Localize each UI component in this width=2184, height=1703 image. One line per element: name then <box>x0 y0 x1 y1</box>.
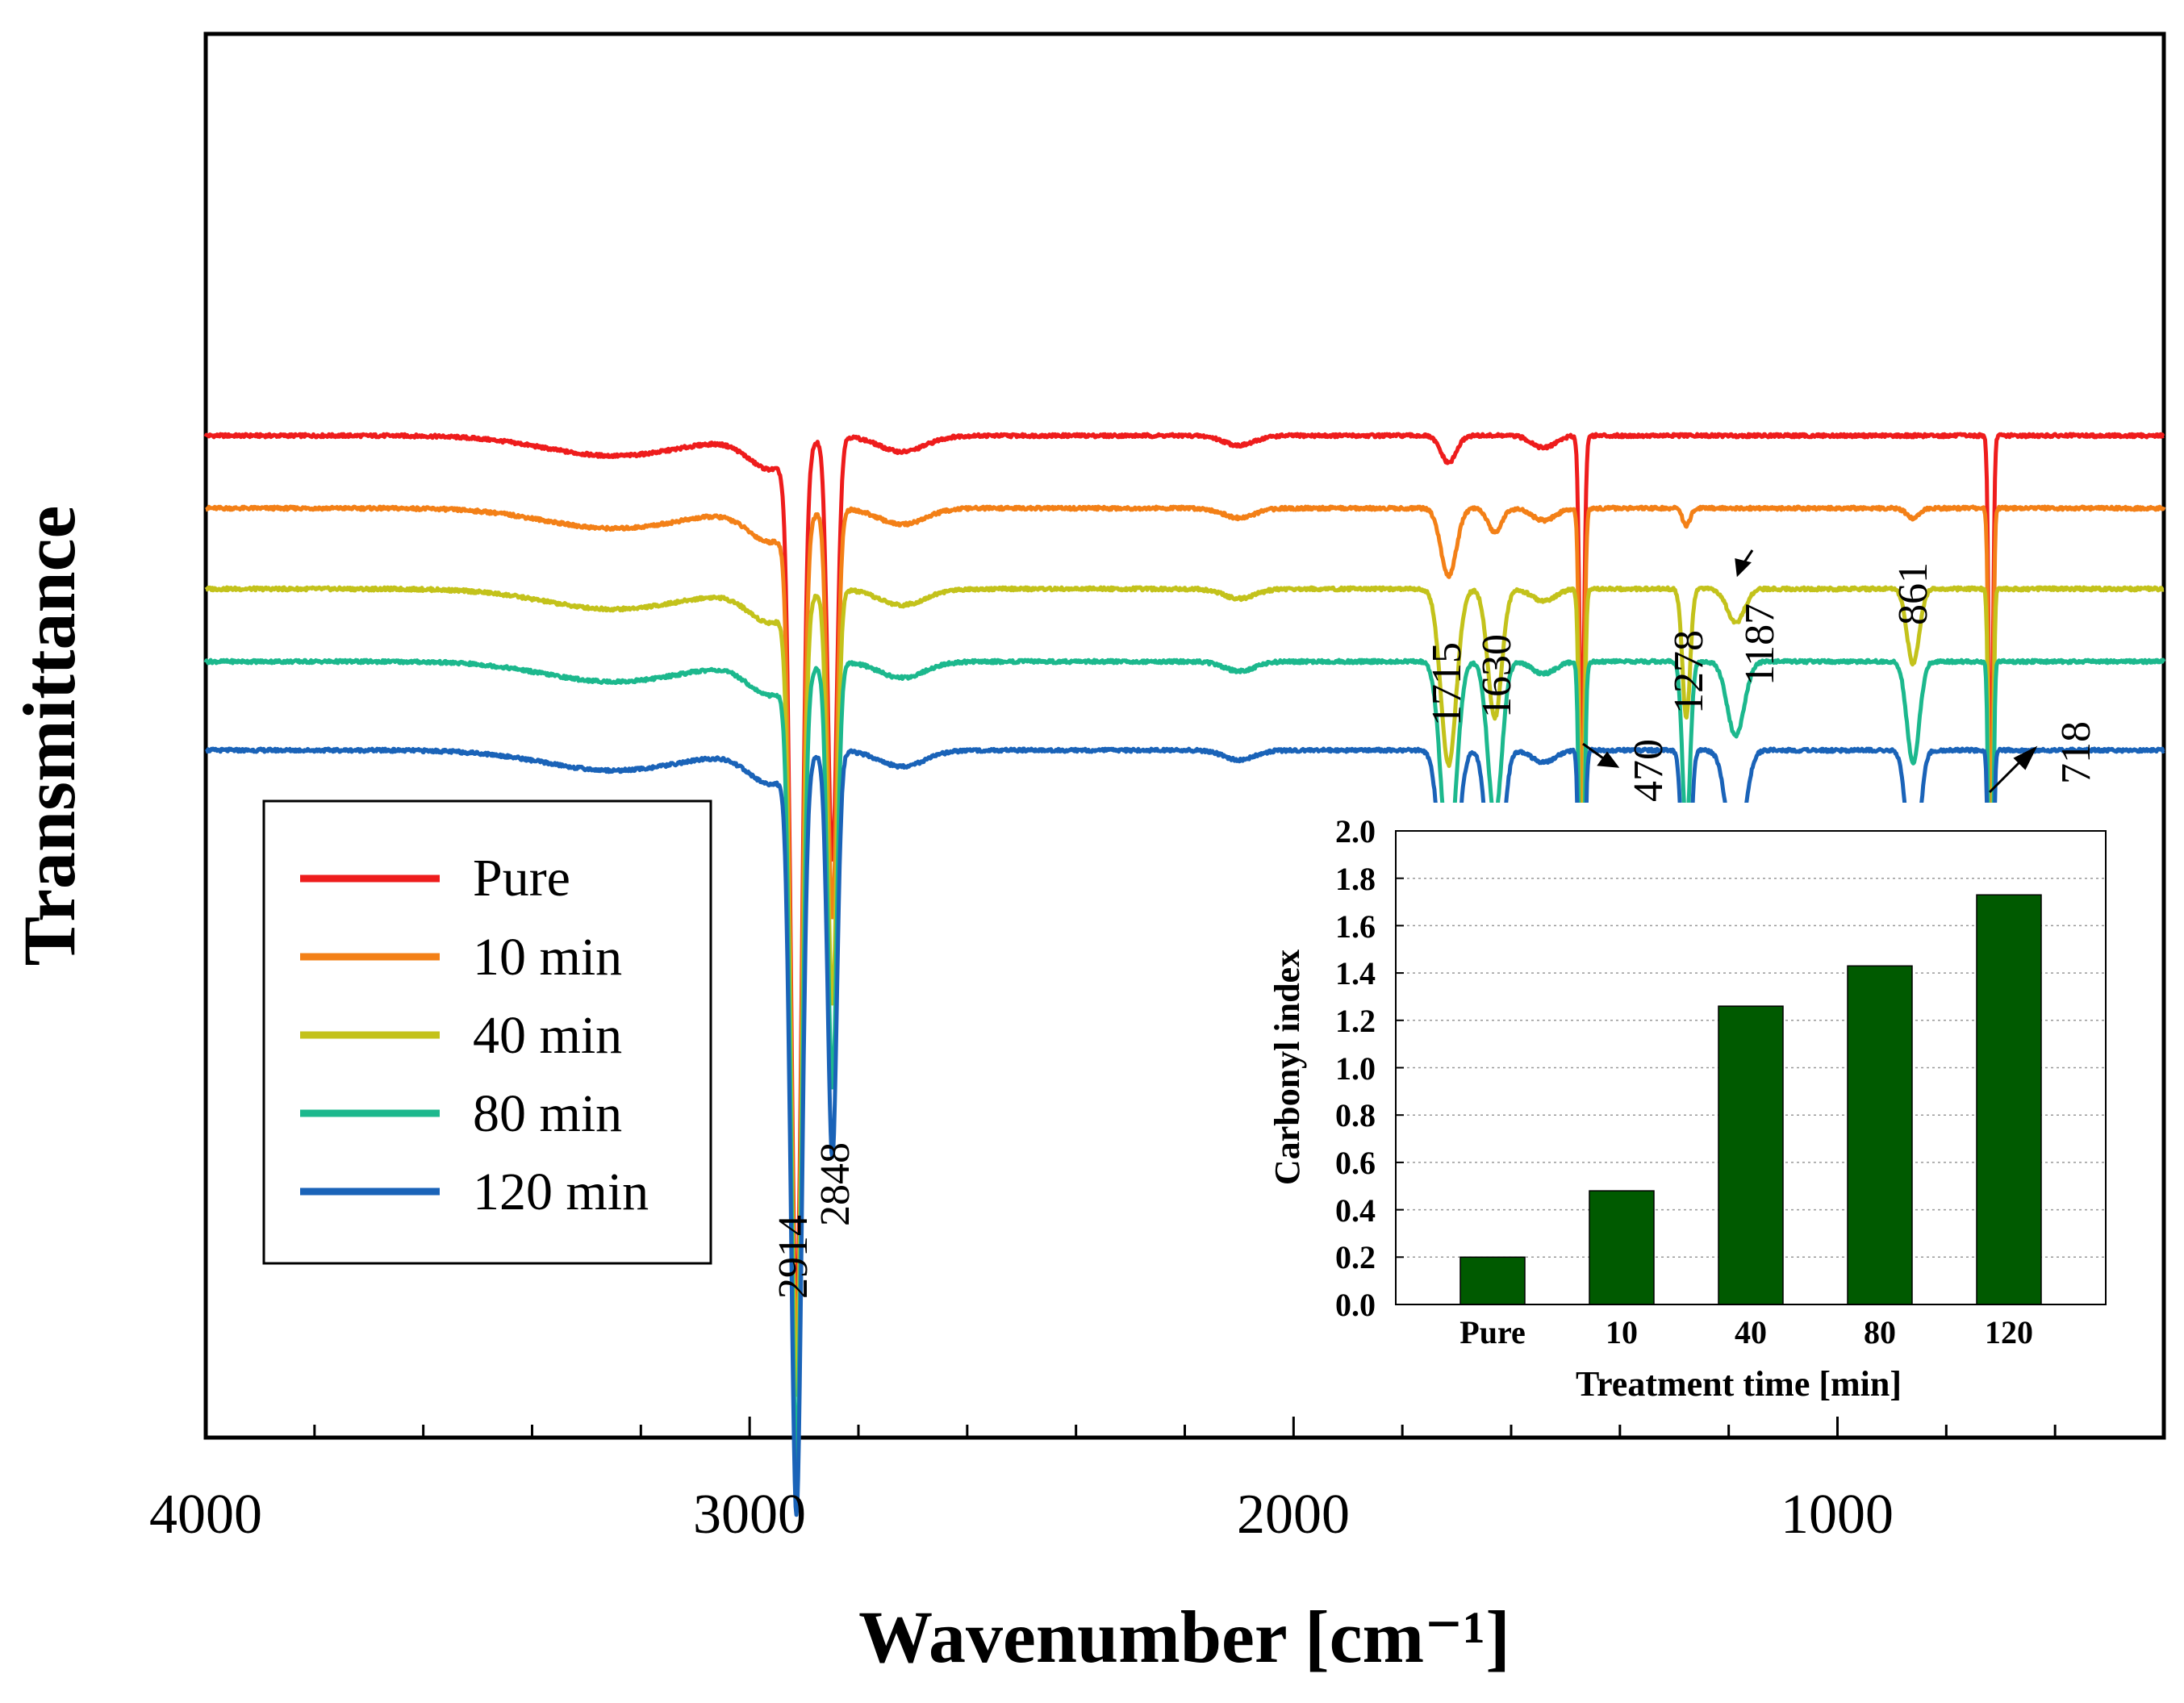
series-line-10min <box>204 504 2166 1359</box>
inset-y-ticks <box>1396 830 1404 1305</box>
inset-x-tick-120: 120 <box>1985 1314 2033 1350</box>
peak-label-718: 718 <box>2053 721 2099 784</box>
inset-bar-80 <box>1847 965 1913 1305</box>
x-tick-label-3000: 3000 <box>693 1484 806 1546</box>
legend-label-40min: 40 min <box>473 1006 622 1065</box>
inset-y-tick-1: 0.2 <box>1335 1239 1376 1275</box>
legend-label-80min: 80 min <box>473 1084 622 1143</box>
arrow-718 <box>1988 758 2023 794</box>
arrowhead-1470 <box>1597 751 1620 768</box>
inset-y-axis-title: Carbonyl index <box>1267 950 1307 1185</box>
peak-label-2914: 2914 <box>770 1215 816 1299</box>
inset-y-tick-3: 0.6 <box>1335 1145 1376 1181</box>
arrowhead-718 <box>2013 745 2038 770</box>
peak-label-1187: 1187 <box>1737 603 1783 686</box>
peak-label-1278: 1278 <box>1666 630 1712 714</box>
inset-y-tick-7: 1.4 <box>1335 955 1376 991</box>
inset-x-axis-title: Treatment time [min] <box>1576 1364 1902 1404</box>
y-axis-title: Transmittance <box>8 506 90 966</box>
inset-y-tick-8: 1.6 <box>1335 908 1376 945</box>
peak-label-1715: 1715 <box>1424 642 1470 726</box>
series-line-pure <box>203 432 2165 1321</box>
inset-y-tick-5: 1.0 <box>1335 1050 1376 1087</box>
inset-bar-120 <box>1976 894 2042 1305</box>
inset-bar-pure <box>1459 1256 1526 1305</box>
peak-label-861: 861 <box>1890 562 1936 625</box>
x-axis-title: Wavenumber [cm⁻¹] <box>858 1596 1510 1678</box>
inset-y-tick-4: 0.8 <box>1335 1097 1376 1133</box>
series-line-40min <box>204 585 2165 1397</box>
x-tick-label-2000: 2000 <box>1237 1484 1350 1546</box>
peak-label-1630: 1630 <box>1474 634 1520 718</box>
inset-x-tick-40: 40 <box>1735 1314 1767 1350</box>
inset-y-tick-9: 1.8 <box>1335 861 1376 897</box>
annotation-arrows <box>1582 549 2038 794</box>
legend-label-pure: Pure <box>473 849 570 908</box>
inset-x-tick-10: 10 <box>1606 1314 1638 1350</box>
x-tick-label-1000: 1000 <box>1781 1484 1894 1546</box>
legend-label-10min: 10 min <box>473 928 622 987</box>
inset-x-tick-pure: Pure <box>1459 1314 1525 1350</box>
inset-x-tick-80: 80 <box>1864 1314 1896 1350</box>
x-tick-label-4000: 4000 <box>149 1484 262 1546</box>
series-line-120min <box>204 746 2165 1517</box>
arrow-1470 <box>1582 742 1606 762</box>
inset-y-tick-2: 0.4 <box>1335 1192 1376 1229</box>
inset-bar-10 <box>1589 1190 1655 1305</box>
legend: Pure 10 min 40 min 80 min 120 min <box>262 799 712 1265</box>
legend-label-120min: 120 min <box>473 1162 649 1221</box>
inset-y-tick-6: 1.2 <box>1335 1003 1376 1039</box>
inset-y-tick-10: 2.0 <box>1335 813 1376 849</box>
peak-label-2848: 2848 <box>812 1142 858 1226</box>
inset-y-tick-0: 0.0 <box>1335 1287 1376 1323</box>
series-line-80min <box>203 657 2166 1462</box>
inset-bar-40 <box>1718 1005 1784 1305</box>
spectra-series-layer <box>203 432 2166 1517</box>
inset-bar-chart: Pure 10 40 80 120 0.0 0.2 0.4 0.6 0.8 1.… <box>1267 803 2123 1404</box>
arrowhead-1187 <box>1735 558 1752 578</box>
inset-bars <box>1459 894 2042 1305</box>
x-axis-ticks <box>204 1417 2165 1438</box>
